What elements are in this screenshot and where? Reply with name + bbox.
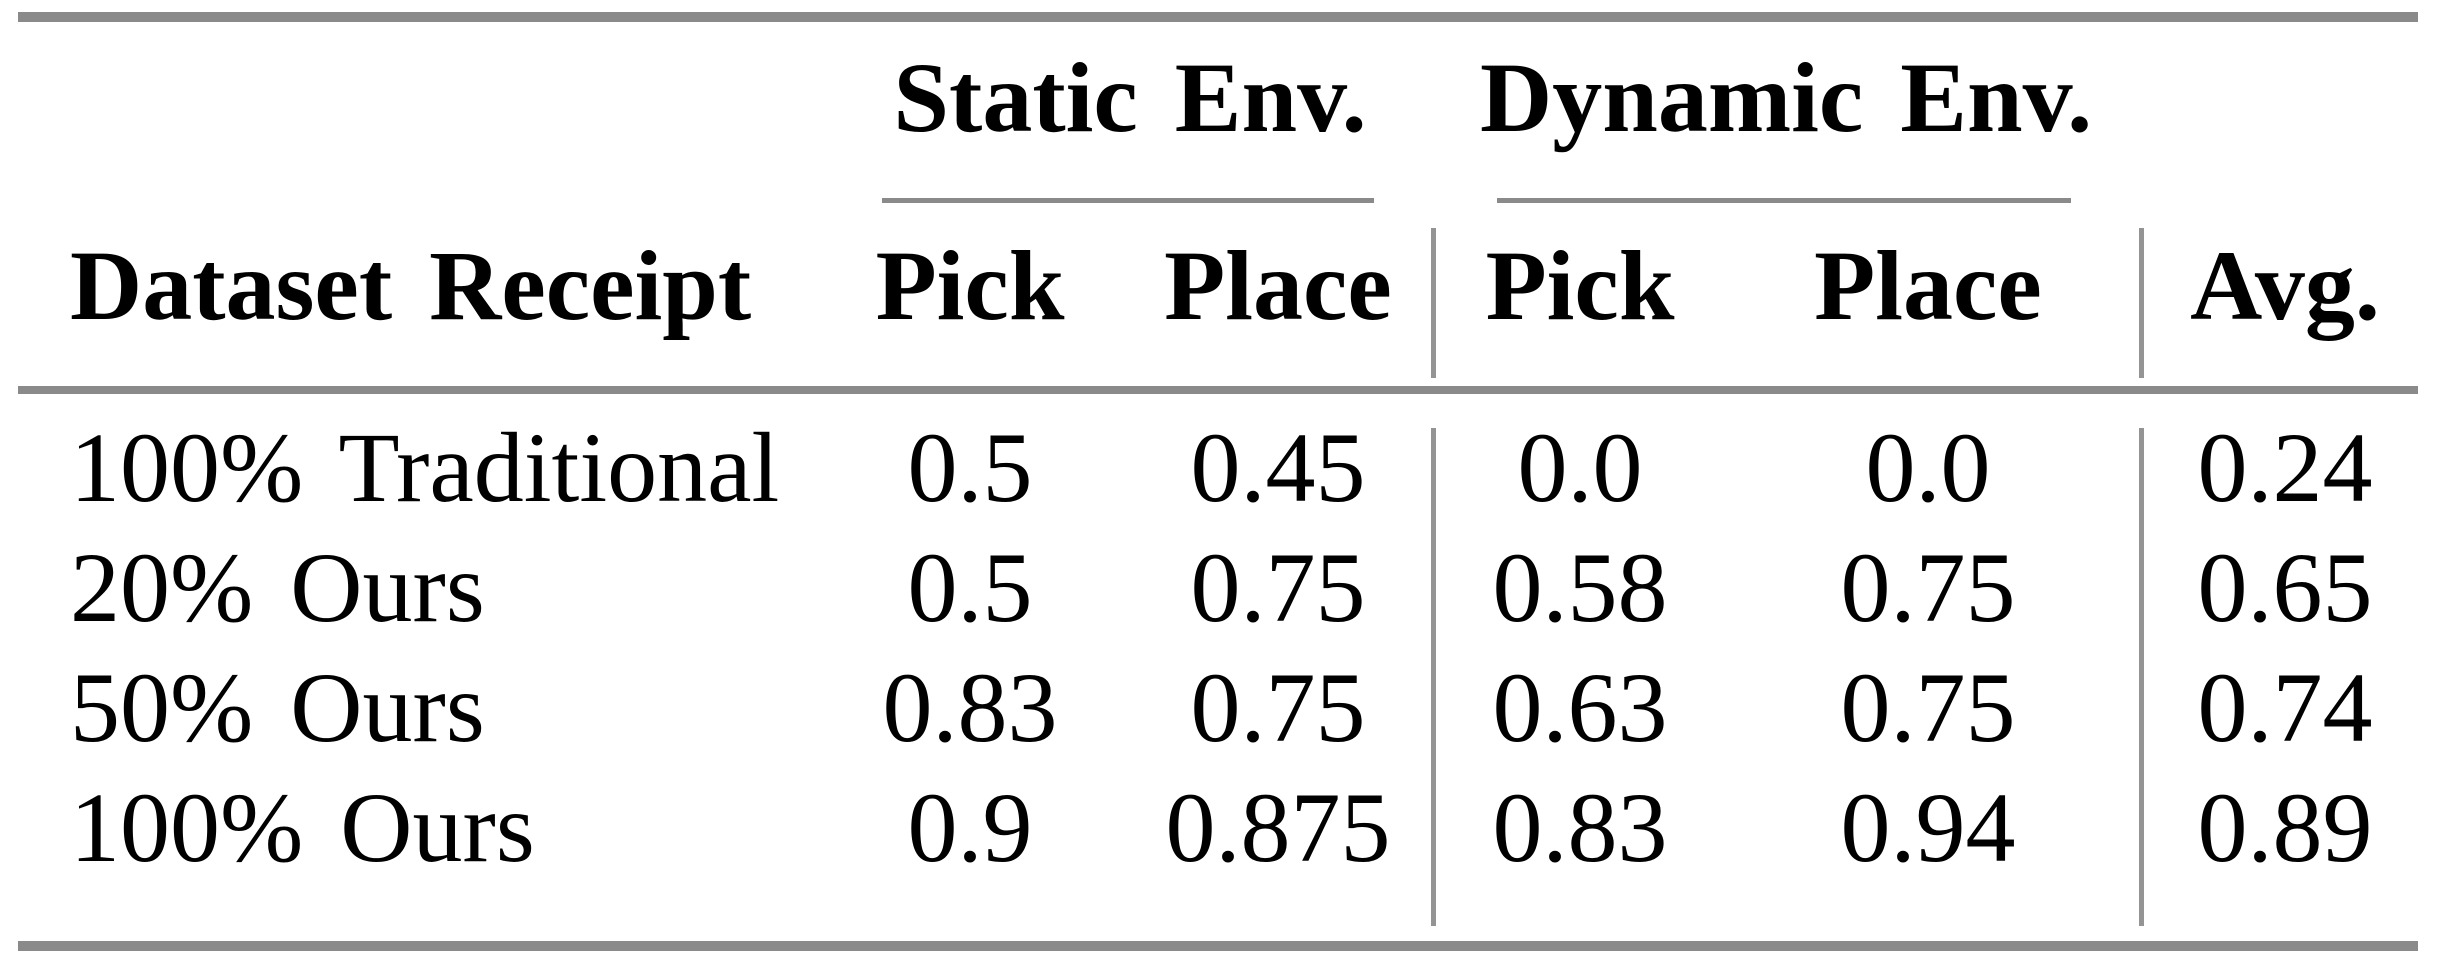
column-header-dynamic-pick: Pick <box>1485 230 1675 341</box>
table-top-rule <box>18 12 2418 22</box>
column-header-dynamic-place: Place <box>1814 230 2042 341</box>
dynamic-env-underline-rule <box>1497 198 2071 203</box>
column-group-dynamic-env: Dynamic Env. <box>1480 42 2093 153</box>
cell-avg: 0.65 <box>2197 532 2373 643</box>
cell-static-place: 0.45 <box>1190 412 1366 523</box>
cell-static-pick: 0.9 <box>907 772 1033 883</box>
column-divider-static-dynamic <box>1431 428 1436 926</box>
column-header-static-place: Place <box>1164 230 1392 341</box>
cell-dynamic-pick: 0.0 <box>1517 412 1643 523</box>
cell-avg: 0.24 <box>2197 412 2373 523</box>
column-header-avg: Avg. <box>2190 230 2380 341</box>
cell-avg: 0.89 <box>2197 772 2373 883</box>
row-label: 20% Ours <box>70 532 485 643</box>
column-divider-dynamic-avg <box>2139 228 2144 378</box>
cell-static-place: 0.875 <box>1165 772 1391 883</box>
cell-static-pick: 0.83 <box>882 652 1058 763</box>
cell-static-pick: 0.5 <box>907 412 1033 523</box>
cell-dynamic-pick: 0.63 <box>1492 652 1668 763</box>
cell-dynamic-pick: 0.83 <box>1492 772 1668 883</box>
row-label: 100% Ours <box>70 772 535 883</box>
row-label: 50% Ours <box>70 652 485 763</box>
column-header-static-pick: Pick <box>875 230 1065 341</box>
column-divider-static-dynamic <box>1431 228 1436 378</box>
table-bottom-rule <box>18 941 2418 951</box>
column-group-static-env: Static Env. <box>893 42 1367 153</box>
cell-dynamic-pick: 0.58 <box>1492 532 1668 643</box>
cell-dynamic-place: 0.75 <box>1840 532 2016 643</box>
cell-static-place: 0.75 <box>1190 532 1366 643</box>
cell-dynamic-place: 0.94 <box>1840 772 2016 883</box>
column-divider-dynamic-avg <box>2139 428 2144 926</box>
static-env-underline-rule <box>882 198 1374 203</box>
table-header-rule <box>18 386 2418 394</box>
cell-static-place: 0.75 <box>1190 652 1366 763</box>
cell-avg: 0.74 <box>2197 652 2373 763</box>
cell-static-pick: 0.5 <box>907 532 1033 643</box>
column-header-dataset-receipt: Dataset Receipt <box>70 230 752 341</box>
cell-dynamic-place: 0.75 <box>1840 652 2016 763</box>
cell-dynamic-place: 0.0 <box>1865 412 1991 523</box>
row-label: 100% Traditional <box>70 412 780 523</box>
